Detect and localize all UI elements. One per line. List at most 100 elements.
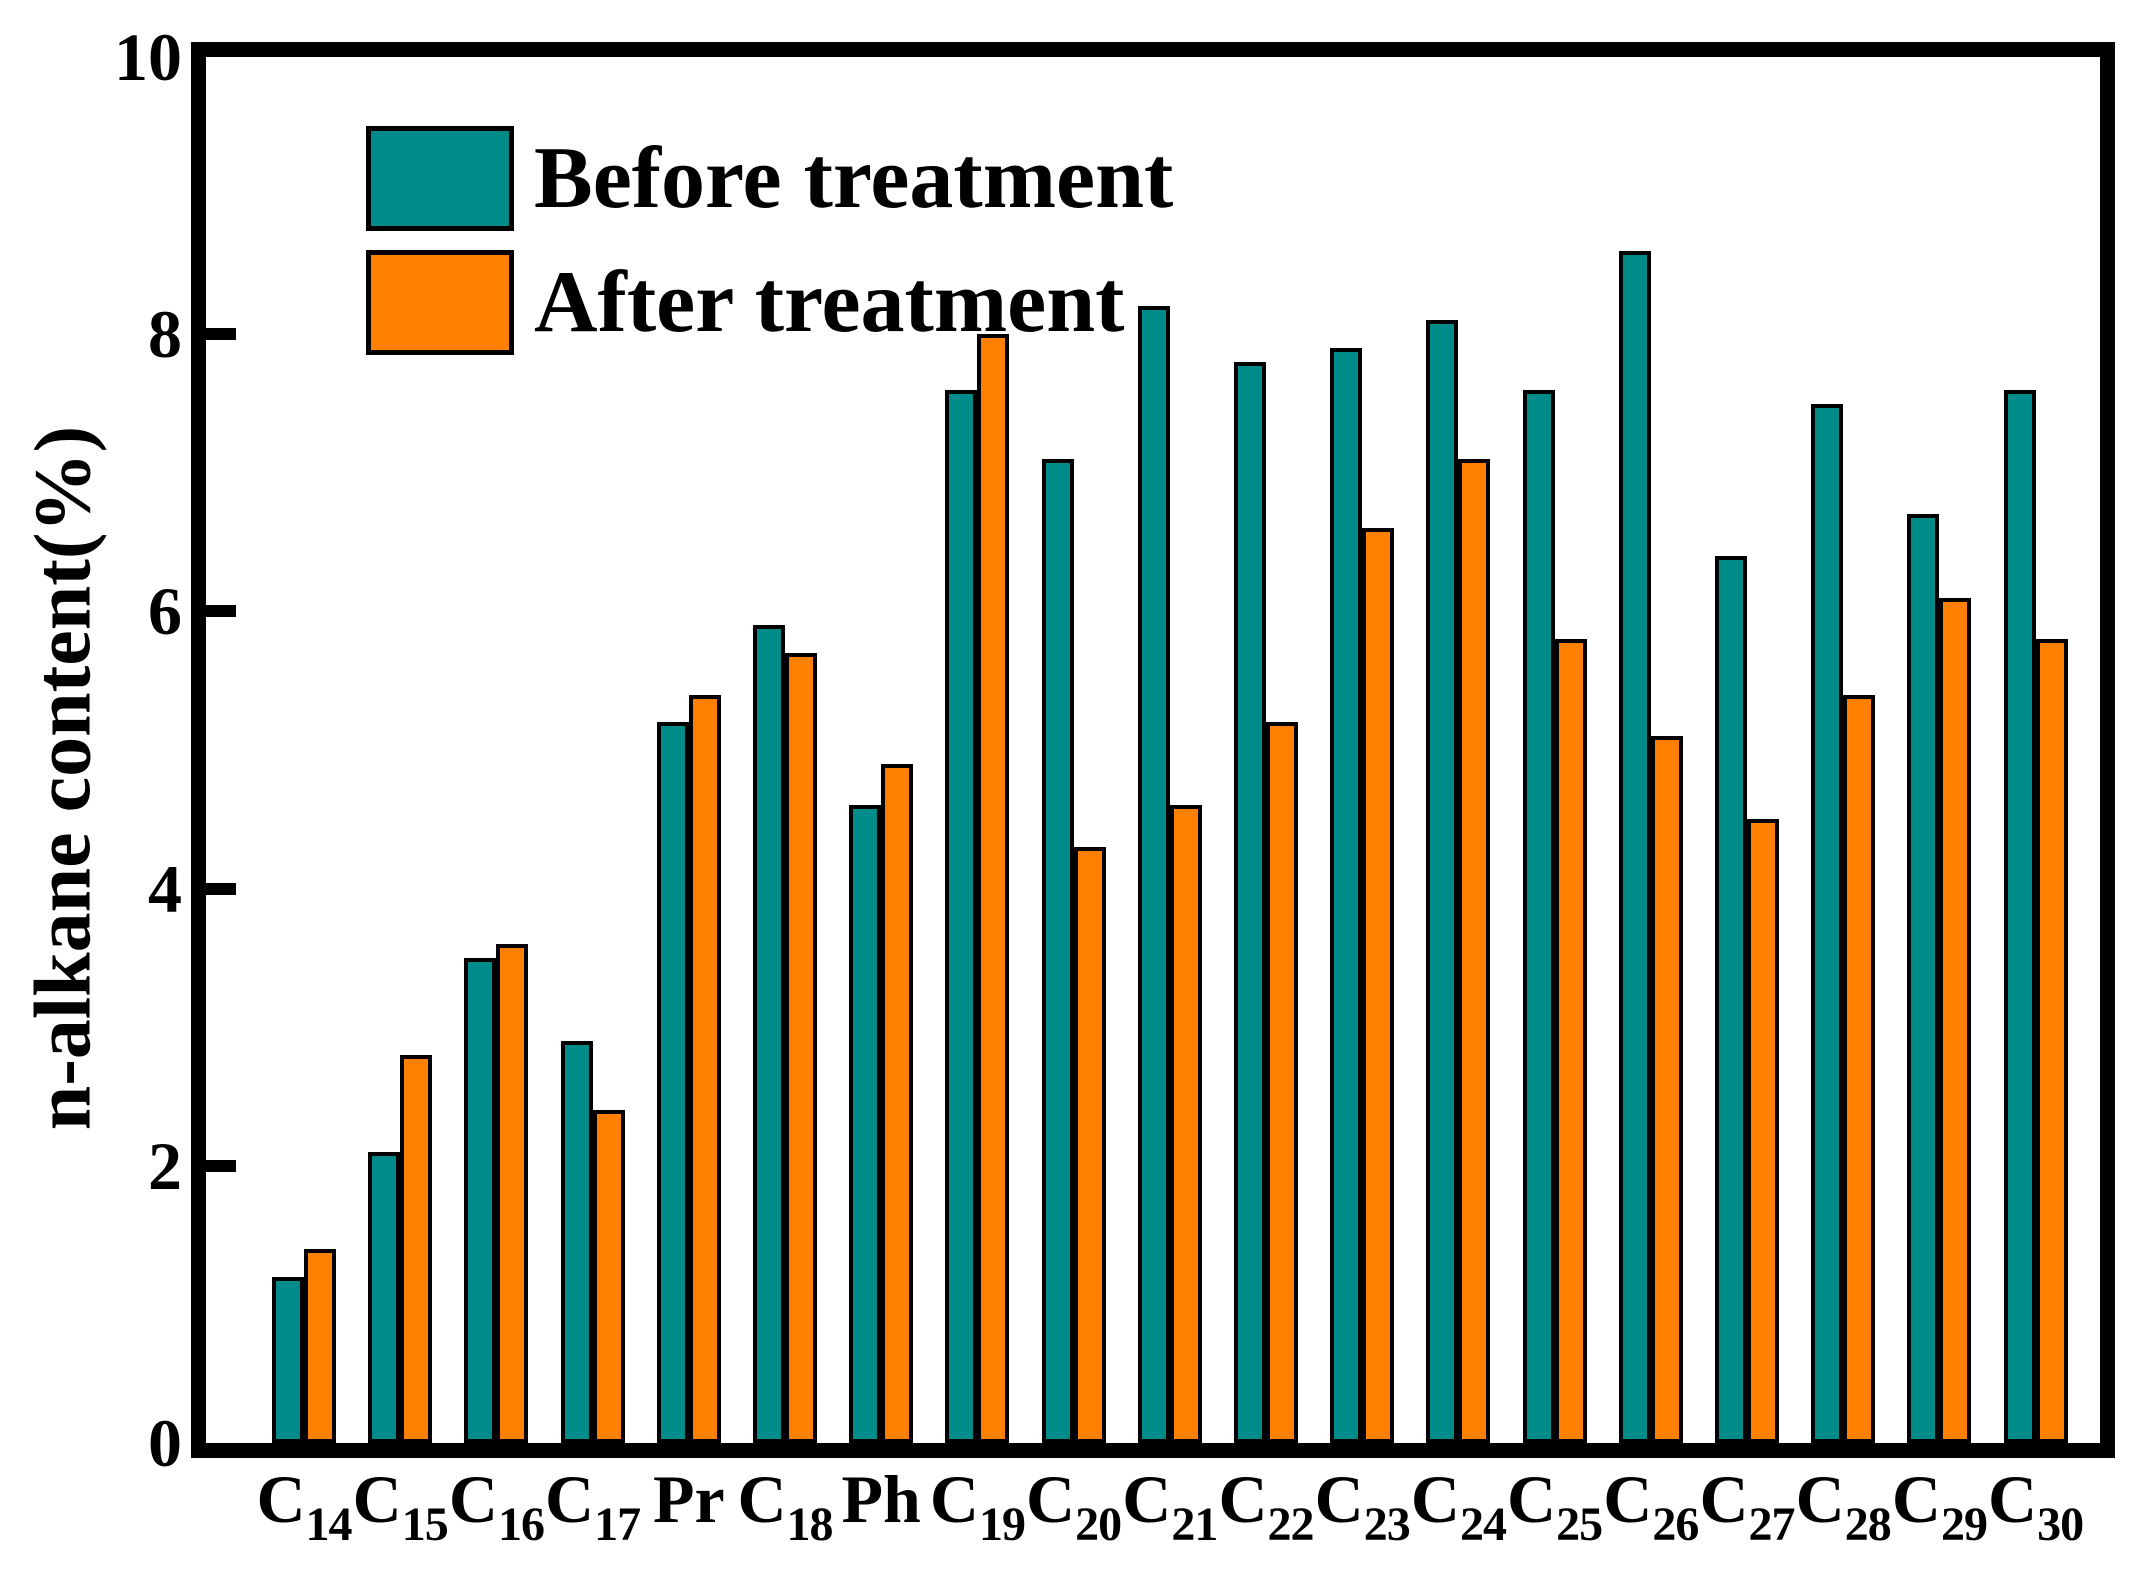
bar-before-C14 [272,1276,304,1443]
x-label-subscript: 14 [305,1498,353,1551]
x-label-subscript: 27 [1748,1498,1796,1551]
bar-before-C17 [560,1041,593,1443]
legend: Before treatment After treatment [366,126,1173,374]
y-tick-6 [206,605,236,618]
x-axis-label-C15: C15 [290,1460,510,1551]
bar-before-C22 [1234,361,1266,1443]
bar-before-C19 [945,389,978,1443]
legend-swatch-before-treatment [366,126,514,231]
bar-after-C19 [977,334,1010,1443]
x-axis-label-C28: C28 [1733,1460,1953,1551]
x-label-base: C [256,1461,306,1537]
legend-item-before: Before treatment [366,126,1173,231]
bar-before-C23 [1330,348,1363,1443]
x-label-base: C [352,1461,402,1537]
x-axis-label-C30: C30 [1926,1460,2130,1551]
x-label-subscript: 29 [1940,1498,1988,1551]
bar-after-C25 [1554,639,1587,1443]
bar-after-C28 [1843,694,1876,1443]
bar-before-C20 [1041,458,1074,1443]
x-axis-label-C22: C22 [1156,1460,1376,1551]
x-axis-label-C24: C24 [1348,1460,1568,1551]
x-label-subscript: 21 [1171,1498,1218,1551]
bar-before-Ph [849,805,882,1443]
x-label-base: C [1026,1461,1076,1537]
y-tick-label-4: 4 [148,850,182,927]
bar-after-C17 [592,1110,625,1443]
x-label-base: C [1891,1461,1941,1537]
bar-after-Ph [881,763,914,1443]
x-label-base: Ph [841,1461,921,1537]
bar-before-C26 [1618,251,1651,1443]
y-tick-label-2: 2 [148,1127,182,1204]
bar-after-C16 [496,944,529,1443]
bar-after-Pr [688,694,721,1443]
x-label-base: C [545,1461,595,1537]
x-label-subscript: 17 [594,1498,641,1551]
legend-label-before-treatment: Before treatment [534,130,1174,227]
x-label-base: C [929,1461,979,1537]
x-label-subscript: 16 [497,1498,545,1551]
bar-before-C25 [1522,389,1555,1443]
x-label-subscript: 15 [401,1498,449,1551]
bar-after-C30 [2035,639,2068,1443]
bar-before-Pr [656,722,689,1443]
bar-after-C26 [1650,736,1683,1443]
bar-after-C27 [1747,819,1779,1443]
x-label-subscript: 23 [1363,1498,1411,1551]
y-tick-4 [206,882,236,895]
y-tick-8 [206,328,236,341]
x-axis-label-C19: C19 [867,1460,1087,1551]
x-label-base: C [1314,1461,1364,1537]
bar-after-C18 [785,652,817,1443]
legend-label-after-treatment: After treatment [534,254,1125,351]
bar-before-C18 [753,625,785,1443]
bar-after-C29 [1939,597,1972,1443]
x-label-base: C [1795,1461,1845,1537]
legend-swatch-after-treatment [366,250,514,355]
x-label-base: C [1410,1461,1460,1537]
y-tick-label-0: 0 [148,1405,182,1481]
bar-before-C15 [368,1151,401,1443]
bar-before-C24 [1426,320,1459,1443]
y-tick-2 [206,1159,236,1172]
bar-before-C30 [2003,389,2036,1443]
x-axis-label-C27: C27 [1637,1460,1857,1551]
bar-before-C16 [464,957,497,1443]
x-label-subscript: 20 [1075,1498,1122,1551]
x-axis-label-C23: C23 [1252,1460,1472,1551]
bar-after-C20 [1073,847,1106,1443]
x-axis-label-C18: C18 [675,1460,895,1551]
x-label-base: C [1218,1461,1268,1537]
y-tick-label-6: 6 [148,573,182,650]
x-axis-label-C17: C17 [483,1460,703,1551]
bar-before-C21 [1137,306,1170,1443]
bar-before-C27 [1715,555,1747,1443]
x-label-base: C [1507,1461,1557,1537]
x-axis-label-C20: C20 [964,1460,1184,1551]
x-label-subscript: 22 [1267,1498,1315,1551]
bar-after-C22 [1266,722,1298,1443]
x-label-subscript: 19 [978,1498,1026,1551]
legend-item-after: After treatment [366,250,1173,355]
y-tick-label-10: 10 [114,19,182,95]
plot-area: Before treatment After treatment [191,42,2115,1458]
bar-before-C29 [1907,514,1940,1443]
x-axis-label-C21: C21 [1060,1460,1280,1551]
x-axis-label-C25: C25 [1445,1460,1665,1551]
bar-after-C21 [1169,805,1202,1443]
x-label-subscript: 25 [1556,1498,1603,1551]
x-axis-label-C29: C29 [1829,1460,2049,1551]
bar-before-C28 [1811,403,1844,1443]
bar-after-C14 [304,1248,336,1443]
x-axis-label-C14: C14 [194,1460,414,1551]
bar-after-C23 [1362,528,1395,1443]
x-axis-label-Pr: Pr [579,1460,799,1538]
y-axis-title: n-alkane content(%) [19,425,108,1131]
x-label-base: C [737,1461,787,1537]
x-label-subscript: 18 [786,1498,834,1551]
x-axis-label-C16: C16 [386,1460,606,1551]
x-label-subscript: 26 [1652,1498,1699,1551]
x-label-subscript: 30 [2037,1498,2084,1551]
